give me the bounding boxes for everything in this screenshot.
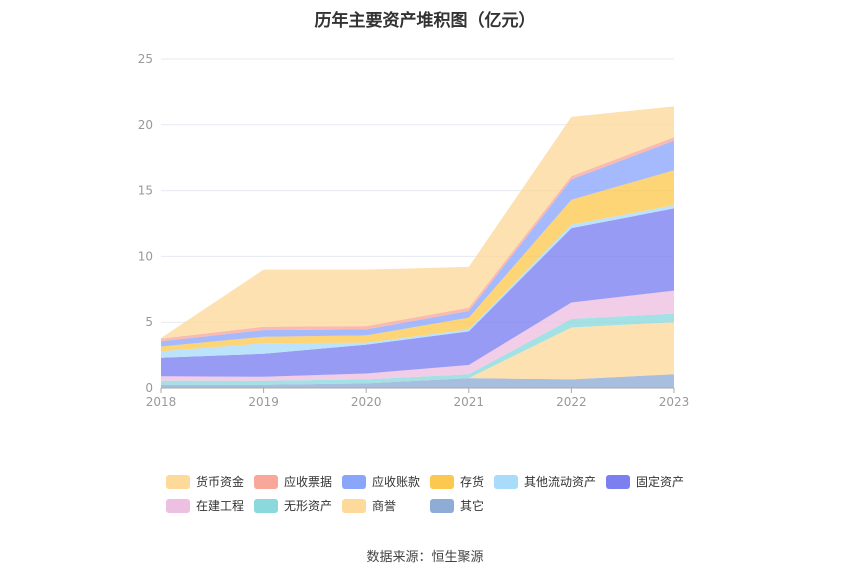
legend-label: 应收账款: [372, 475, 421, 489]
y-tick-label: 5: [145, 315, 153, 329]
legend-item[interactable]: 商誉: [342, 497, 396, 514]
legend-swatch: [166, 474, 190, 489]
legend-swatch: [606, 474, 630, 489]
legend-label: 商誉: [372, 499, 397, 513]
legend-swatch: [494, 474, 518, 489]
legend-swatch: [342, 474, 366, 489]
x-tick-label: 2018: [146, 395, 177, 409]
legend-swatch: [254, 474, 278, 489]
area-应收票据: [161, 137, 674, 342]
y-tick-label: 25: [138, 52, 153, 66]
y-tick-label: 0: [145, 381, 153, 395]
area-固定资产: [161, 208, 674, 377]
x-tick-label: 2022: [556, 395, 587, 409]
y-tick-label: 10: [138, 249, 153, 263]
y-tick-label: 15: [138, 184, 153, 198]
legend-label: 固定资产: [636, 475, 685, 489]
x-tick-label: 2020: [351, 395, 382, 409]
legend-item[interactable]: 其他流动资产: [494, 473, 596, 490]
legend-label: 应收票据: [284, 475, 333, 489]
legend-swatch: [430, 474, 454, 489]
legend-swatch: [342, 498, 366, 513]
legend-swatch: [254, 498, 278, 513]
legend-swatch: [166, 498, 190, 513]
legend-label: 其它: [460, 499, 485, 513]
chart-title: 历年主要资产堆积图（亿元）: [314, 11, 536, 31]
legend-item[interactable]: 货币资金: [166, 473, 244, 490]
data-source-note: 数据来源：恒生聚源: [366, 550, 484, 565]
legend-swatch: [430, 498, 454, 513]
legend-item[interactable]: 固定资产: [606, 473, 684, 490]
legend-item[interactable]: 在建工程: [166, 497, 244, 514]
legend-item[interactable]: 无形资产: [254, 497, 332, 514]
legend-label: 其他流动资产: [524, 475, 597, 489]
legend-item[interactable]: 存货: [430, 473, 484, 490]
area-series-group: [161, 106, 674, 388]
x-tick-label: 2021: [454, 395, 485, 409]
legend-item[interactable]: 其它: [430, 497, 484, 514]
area-应收账款: [161, 140, 674, 347]
legend-label: 货币资金: [196, 475, 245, 489]
legend-label: 存货: [460, 475, 485, 489]
x-tick-label: 2019: [248, 395, 279, 409]
y-tick-label: 20: [138, 118, 153, 132]
x-tick-label: 2023: [659, 395, 690, 409]
area-无形资产: [161, 313, 674, 385]
axes: 0 5 10 15 20 25 2018 2019 2020 2021 2022 2023: [138, 52, 690, 409]
legend-label: 无形资产: [284, 499, 333, 513]
area-在建工程: [161, 290, 674, 381]
area-货币资金: [161, 106, 674, 339]
area-其它: [161, 374, 674, 388]
area-存货: [161, 170, 674, 352]
legend-item[interactable]: 应收票据: [254, 473, 332, 490]
legend-label: 在建工程: [196, 499, 245, 513]
area-商誉: [161, 322, 674, 385]
legend-item[interactable]: 应收账款: [342, 473, 420, 490]
